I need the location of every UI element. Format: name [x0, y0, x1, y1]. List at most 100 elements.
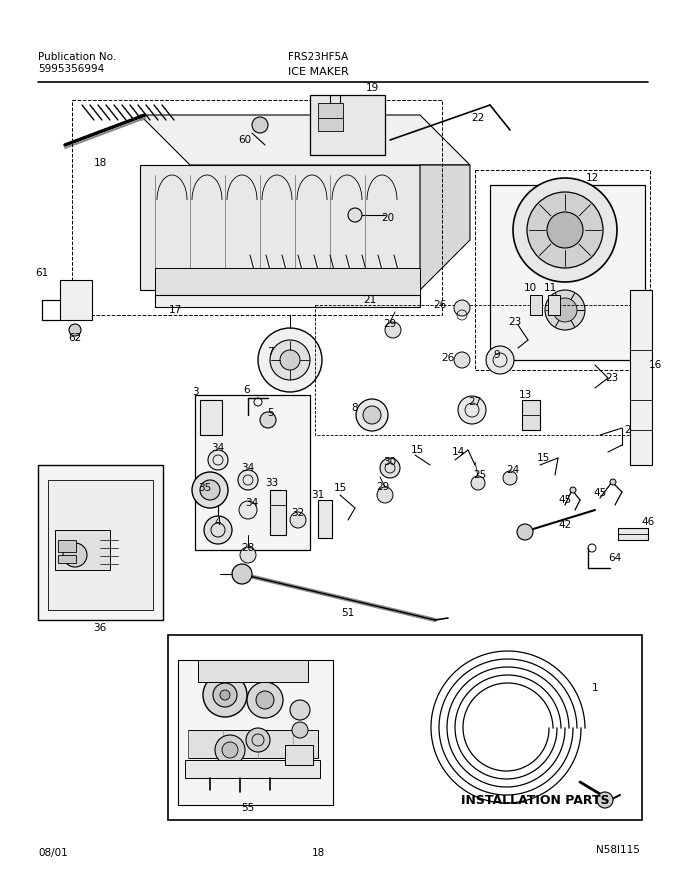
- Text: 31: 31: [311, 490, 324, 500]
- Bar: [58, 540, 76, 552]
- Circle shape: [486, 346, 514, 374]
- Bar: [155, 268, 420, 296]
- Circle shape: [260, 412, 276, 428]
- Text: 9: 9: [494, 350, 500, 360]
- Text: 64: 64: [609, 553, 622, 563]
- Circle shape: [454, 352, 470, 368]
- Text: 60: 60: [239, 135, 252, 145]
- Bar: [618, 528, 648, 540]
- Text: 45: 45: [594, 488, 607, 498]
- Circle shape: [238, 470, 258, 490]
- Text: 16: 16: [648, 360, 662, 370]
- Text: 20: 20: [381, 213, 394, 223]
- Text: 7: 7: [267, 347, 273, 357]
- Circle shape: [256, 691, 274, 709]
- Bar: [548, 295, 560, 315]
- Text: 21: 21: [363, 295, 377, 305]
- Text: 62: 62: [69, 333, 82, 343]
- Circle shape: [200, 480, 220, 500]
- Circle shape: [203, 673, 247, 717]
- Text: N58I115: N58I115: [596, 845, 640, 855]
- Text: 36: 36: [93, 623, 107, 633]
- Circle shape: [192, 472, 228, 508]
- Circle shape: [363, 406, 381, 424]
- Bar: [530, 295, 542, 315]
- Bar: [630, 290, 652, 465]
- Text: 17: 17: [169, 305, 182, 315]
- Text: FRS23HF5A: FRS23HF5A: [288, 52, 348, 62]
- Circle shape: [220, 690, 230, 700]
- Bar: [285, 745, 313, 765]
- Text: 29: 29: [376, 482, 390, 492]
- Circle shape: [471, 476, 485, 490]
- Text: INSTALLATION PARTS: INSTALLATION PARTS: [460, 793, 609, 807]
- Text: 08/01: 08/01: [38, 848, 68, 858]
- Circle shape: [290, 512, 306, 528]
- Circle shape: [239, 501, 257, 519]
- Text: 18: 18: [311, 848, 324, 858]
- Text: 34: 34: [211, 443, 224, 453]
- Circle shape: [348, 208, 362, 222]
- Polygon shape: [420, 165, 470, 290]
- Bar: [200, 400, 222, 435]
- Bar: [48, 480, 153, 610]
- Text: 24: 24: [507, 465, 520, 475]
- Circle shape: [213, 683, 237, 707]
- Circle shape: [215, 735, 245, 765]
- Text: 6: 6: [243, 385, 250, 395]
- Circle shape: [246, 728, 270, 752]
- Text: 4: 4: [215, 517, 221, 527]
- Circle shape: [252, 117, 268, 133]
- Circle shape: [240, 547, 256, 563]
- Text: 32: 32: [291, 508, 305, 518]
- Text: 8: 8: [352, 403, 358, 413]
- Circle shape: [280, 350, 300, 370]
- Circle shape: [232, 564, 252, 584]
- Text: 42: 42: [558, 520, 572, 530]
- Circle shape: [385, 322, 401, 338]
- Bar: [490, 185, 645, 360]
- Bar: [270, 490, 286, 535]
- Text: 5: 5: [267, 408, 273, 418]
- Circle shape: [292, 722, 308, 738]
- Text: 27: 27: [469, 397, 481, 407]
- Bar: [318, 103, 343, 131]
- Bar: [72, 100, 442, 315]
- Text: 51: 51: [341, 608, 355, 618]
- Text: 34: 34: [245, 498, 258, 508]
- Text: Publication No.: Publication No.: [38, 52, 116, 62]
- Text: 30: 30: [384, 457, 396, 467]
- Circle shape: [290, 700, 310, 720]
- Circle shape: [553, 298, 577, 322]
- Circle shape: [503, 471, 517, 485]
- Text: 61: 61: [35, 268, 49, 278]
- Circle shape: [247, 682, 283, 718]
- Bar: [318, 500, 332, 538]
- Circle shape: [570, 487, 576, 493]
- Bar: [198, 660, 308, 682]
- Text: 13: 13: [518, 390, 532, 400]
- Text: 34: 34: [241, 463, 254, 473]
- Text: 15: 15: [410, 445, 424, 455]
- Circle shape: [527, 192, 603, 268]
- Text: 19: 19: [365, 83, 379, 93]
- Text: 26: 26: [433, 300, 447, 310]
- Text: 28: 28: [241, 543, 254, 553]
- Text: 18: 18: [93, 158, 107, 168]
- Text: 5995356994: 5995356994: [38, 64, 104, 74]
- Text: 11: 11: [543, 283, 557, 293]
- Circle shape: [63, 543, 87, 567]
- Text: 35: 35: [199, 483, 211, 493]
- Circle shape: [270, 340, 310, 380]
- Circle shape: [208, 450, 228, 470]
- Text: 55: 55: [241, 803, 254, 813]
- Text: 15: 15: [537, 453, 549, 463]
- Circle shape: [547, 212, 583, 248]
- Bar: [155, 295, 420, 307]
- Circle shape: [513, 178, 617, 282]
- Circle shape: [222, 742, 238, 758]
- Text: 12: 12: [585, 173, 598, 183]
- Text: 15: 15: [333, 483, 347, 493]
- Text: 3: 3: [192, 387, 199, 397]
- Circle shape: [458, 396, 486, 424]
